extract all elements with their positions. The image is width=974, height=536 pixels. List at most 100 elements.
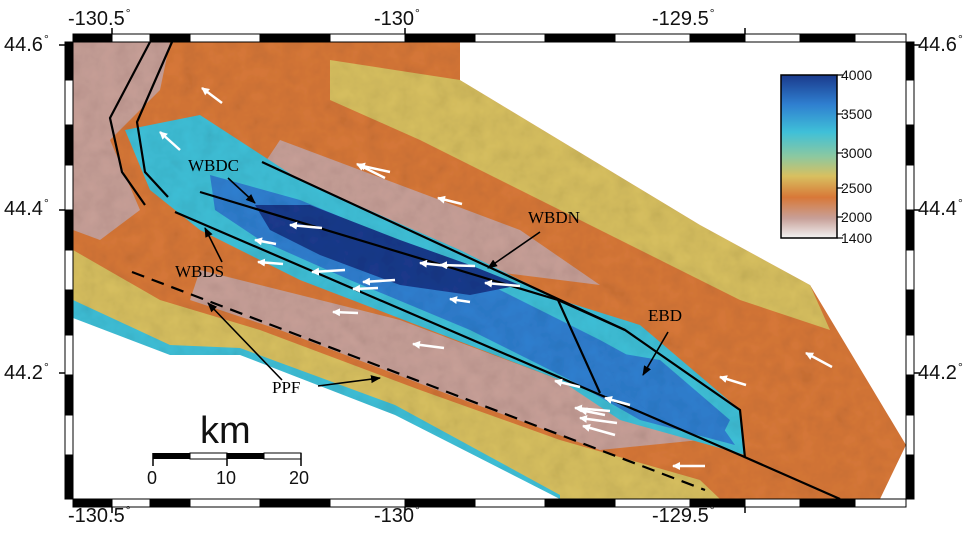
frame-bottom-segment [854,498,907,508]
ridge-pink-west [73,42,170,240]
frame-right-segment [905,164,915,211]
frame-left-segment [64,374,74,416]
feature-arrow [579,414,618,425]
feature-arrow [449,296,471,304]
colorbar-label-2000: 2000 [841,209,873,225]
label-wbdc: WBDC [188,156,239,175]
label-leaders [204,177,669,387]
feature-arrow [289,221,323,230]
feature-arrow [311,267,346,276]
frame-right-segment [905,374,915,416]
frame-top-segment [854,33,907,43]
frame-right-segment [905,454,915,500]
frame-bottom-segment [259,498,331,508]
frame-bottom-segment [799,498,856,508]
frame-top-segment [189,33,261,43]
frame-right-segment [905,79,915,126]
fault-lines [108,41,841,501]
left-tick-label-2: 44.4° [4,196,49,220]
fault-wbdn [261,161,747,459]
frame-top-segment [329,33,406,43]
frame-right-segment [905,334,915,376]
colorbar [780,74,843,239]
leader-wbdn [487,231,541,269]
feature-arrow [254,237,277,246]
frame-top-segment [614,33,691,43]
frame-top-segment [72,33,113,43]
left-tick-label-3: 44.2° [4,360,49,384]
frame-left-segment [64,79,74,126]
bottom-tick-label-3: -129.5° [652,503,715,527]
white-arrows [159,87,833,470]
feature-arrow [201,87,223,104]
basin-deep-ebd [600,350,730,440]
frame-top-segment [544,33,616,43]
frame-right-segment [905,41,915,81]
feature-arrow [582,424,616,437]
leader-ppf-1 [207,302,283,381]
bottom-tick-label-1: -130.5° [68,503,131,527]
leader-wbdc [227,177,256,204]
colorbar-label-3000: 3000 [841,145,873,161]
feature-arrow [719,375,747,387]
frame-left-segment [64,334,74,376]
frame-left-segment [64,414,74,456]
frame-top-segment [404,33,476,43]
fault-west-2 [135,41,174,198]
frame-right-segment [905,209,915,251]
scale-label-0: 0 [147,468,158,488]
frame-top-segment [111,33,151,43]
scale-seg-1 [153,453,190,459]
colorbar-label-3500: 3500 [841,106,873,122]
feature-arrow [412,340,445,350]
colorbar-ticks [837,74,843,239]
frame-bottom-segment [189,498,261,508]
frame-right-segment [905,289,915,336]
colorbar-label-4000: 4000 [841,67,873,83]
frame-left-segment [64,209,74,251]
frame-left-segment [64,454,74,500]
feature-arrow [357,162,391,174]
bottom-tick-label-2: -130° [374,503,420,527]
label-wbds: WBDS [175,262,225,281]
frame-top-segment [799,33,856,43]
frame-left-segment [64,164,74,211]
flank-north [330,60,830,330]
colorbar-label-2500: 2500 [841,180,873,196]
feature-arrow [257,258,284,267]
label-wbdn: WBDN [528,208,580,227]
top-tick-label-2: -130° [374,6,420,30]
frame-bottom-segment [474,498,546,508]
scale-bar-title: km [200,410,251,452]
feature-arrow [332,308,359,317]
fault-wbds [174,210,841,501]
map-frame [59,28,920,513]
frame-top-segment [744,33,801,43]
frame-top-segment [474,33,546,43]
frame-right-segment [905,124,915,166]
frame-left-segment [64,41,74,81]
feature-arrow [439,261,476,270]
flank-south [73,250,720,499]
ridge-pink-south [190,270,700,450]
frame-top-segment [149,33,191,43]
frame-left-segment [64,289,74,336]
leader-ebd [642,331,669,376]
frame-bottom-segment [544,498,616,508]
feature-arrow [437,195,463,206]
scale-label-10: 10 [216,468,237,488]
top-tick-label-3: -129.5° [652,6,715,30]
feature-arrow [554,378,581,389]
frame-bottom-segment [744,498,801,508]
fault-ebd-link [557,298,626,332]
right-tick-label-3: 44.2° [918,360,963,384]
strip-cyan-south [73,300,560,499]
scale-seg-4 [263,452,302,460]
frame-left-segment [64,124,74,166]
fault-ppf [131,270,706,492]
scale-bar [152,452,302,466]
fault-west-1 [108,41,151,206]
label-ppf: PPF [272,378,301,397]
